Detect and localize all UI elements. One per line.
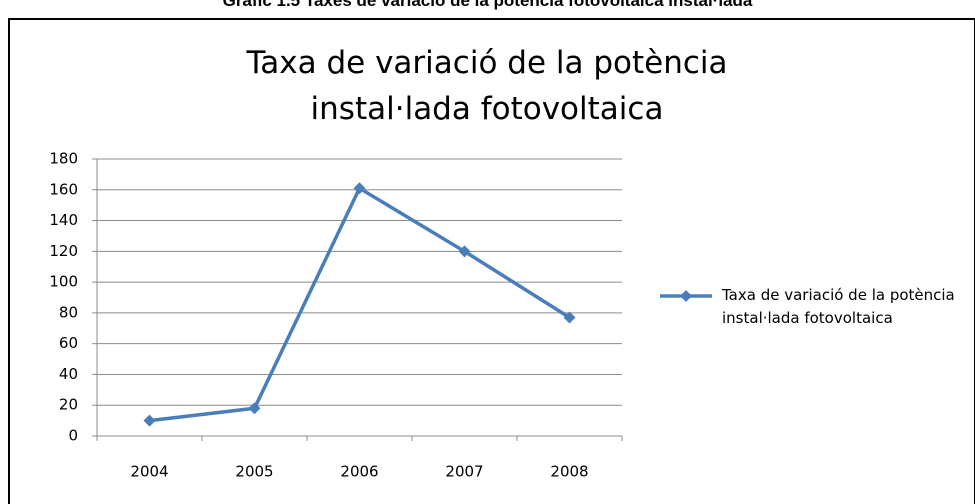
- y-tick-label: 80: [59, 303, 78, 321]
- legend-marker: [680, 290, 692, 302]
- y-tick-label: 0: [68, 427, 78, 445]
- caption: Gràfic 1.5 Taxes de variació de la potèn…: [222, 0, 753, 10]
- x-tick-label: 2004: [130, 463, 168, 481]
- x-tick-label: 2006: [340, 463, 378, 481]
- x-tick-label: 2005: [235, 463, 273, 481]
- y-tick-label: 160: [49, 180, 78, 198]
- y-tick-label: 180: [49, 150, 78, 168]
- y-tick-label: 100: [49, 273, 78, 291]
- marker: [353, 182, 366, 195]
- marker: [143, 414, 156, 427]
- y-tick-label: 60: [59, 334, 78, 352]
- chart-frame: [8, 18, 975, 504]
- x-tick-label: 2008: [550, 463, 588, 481]
- y-tick-label: 40: [59, 365, 78, 383]
- marker: [248, 402, 261, 415]
- y-tick-label: 140: [49, 211, 78, 229]
- marker: [458, 245, 471, 258]
- chart-title: Taxa de variació de la potència instal·l…: [246, 45, 728, 127]
- marker: [563, 311, 576, 324]
- legend-label: Taxa de variació de la potència instal·l…: [722, 286, 955, 327]
- y-tick-label: 120: [49, 242, 78, 260]
- x-tick-label: 2007: [445, 463, 483, 481]
- y-tick-label: 20: [59, 396, 78, 414]
